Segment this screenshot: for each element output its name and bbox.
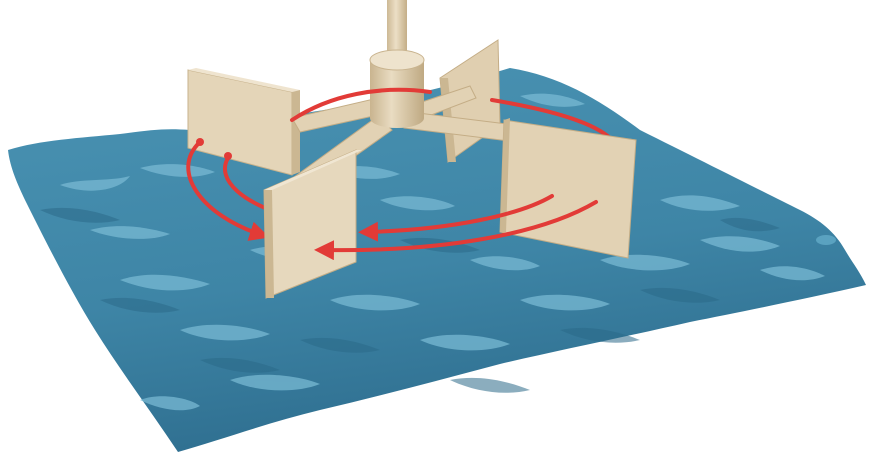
paddle-blade-icon [499,118,637,259]
rotation-arrow-icon [196,138,232,160]
mixer-hub [369,49,425,128]
rotation-arrow-icon [314,194,598,261]
paddle-blade-icon [263,149,362,299]
paddle-blade-icon [187,68,300,176]
shaft-icon [387,0,407,58]
